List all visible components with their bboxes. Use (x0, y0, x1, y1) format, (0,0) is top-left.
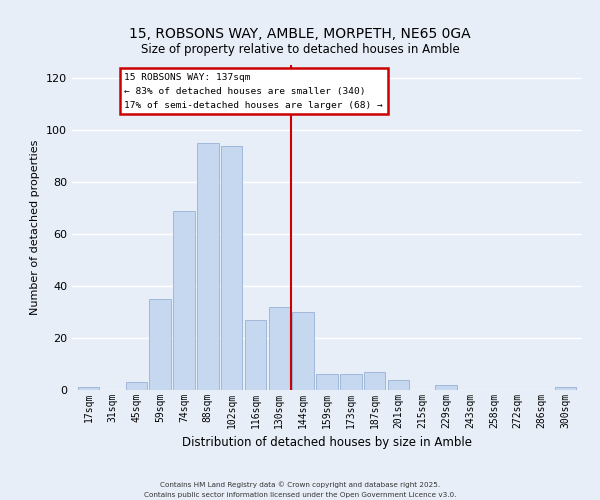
Bar (245, 320, 266, 390)
Bar (221, 146, 242, 390)
Bar (364, 372, 385, 390)
Bar (269, 307, 290, 390)
Bar (197, 143, 218, 390)
Text: Contains HM Land Registry data © Crown copyright and database right 2025.
Contai: Contains HM Land Registry data © Crown c… (144, 482, 456, 498)
Bar (340, 374, 362, 390)
Bar (436, 385, 457, 390)
Bar (149, 299, 171, 390)
Text: 15 ROBSONS WAY: 137sqm
← 83% of detached houses are smaller (340)
17% of semi-de: 15 ROBSONS WAY: 137sqm ← 83% of detached… (124, 73, 383, 110)
Bar (173, 210, 195, 390)
Bar (78, 388, 100, 390)
Y-axis label: Number of detached properties: Number of detached properties (31, 140, 40, 315)
Text: 15, ROBSONS WAY, AMBLE, MORPETH, NE65 0GA: 15, ROBSONS WAY, AMBLE, MORPETH, NE65 0G… (129, 28, 471, 42)
X-axis label: Distribution of detached houses by size in Amble: Distribution of detached houses by size … (182, 436, 472, 450)
Text: Size of property relative to detached houses in Amble: Size of property relative to detached ho… (140, 42, 460, 56)
Bar (292, 312, 314, 390)
Bar (554, 388, 576, 390)
Bar (388, 380, 409, 390)
Bar (316, 374, 338, 390)
Bar (125, 382, 147, 390)
